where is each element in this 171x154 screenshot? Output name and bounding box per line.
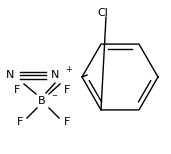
Text: F: F: [64, 85, 70, 95]
Text: N: N: [51, 70, 59, 80]
Text: F: F: [14, 85, 20, 95]
Text: Cl: Cl: [98, 8, 108, 18]
Text: −: −: [51, 93, 57, 99]
Text: N: N: [6, 70, 14, 80]
Text: B: B: [38, 96, 46, 106]
Text: F: F: [17, 117, 23, 127]
Text: F: F: [64, 117, 70, 127]
Text: +: +: [65, 65, 72, 73]
